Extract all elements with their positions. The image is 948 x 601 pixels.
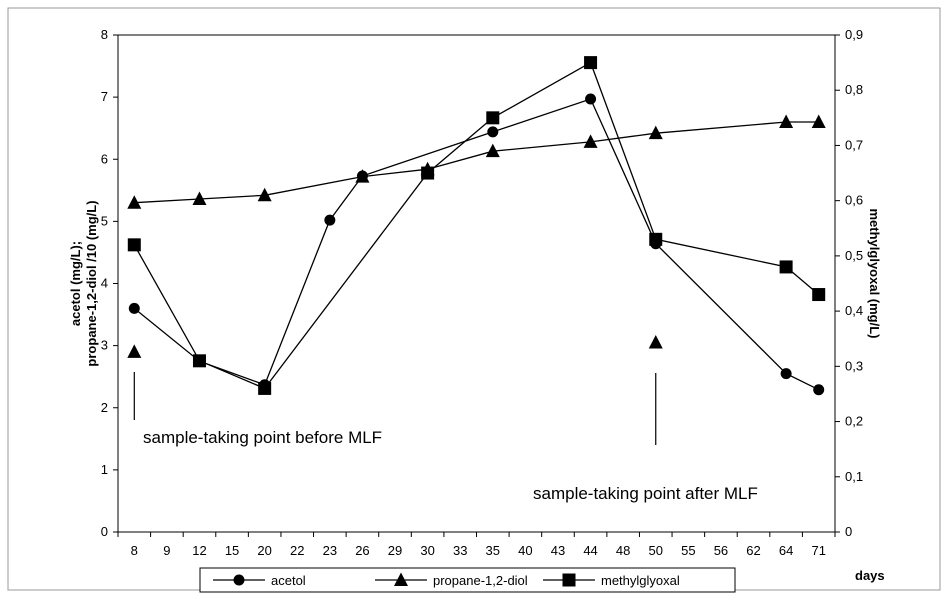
- legend-marker-propane-1-2-diol: [394, 572, 408, 586]
- x-tick-label: 43: [551, 543, 565, 558]
- y-right-tick-label: 0,2: [845, 414, 863, 429]
- legend-label-propane-1-2-diol: propane-1,2-diol: [433, 573, 528, 588]
- y-right-tick-label: 0,9: [845, 27, 863, 42]
- series-line-methylglyoxal: [133, 61, 820, 390]
- x-tick-label: 62: [746, 543, 760, 558]
- x-tick-label: 8: [131, 543, 138, 558]
- y-right-tick-label: 0: [845, 524, 852, 539]
- data-point-methylglyoxal: [584, 56, 598, 70]
- data-point-methylglyoxal: [486, 111, 500, 125]
- y-left-tick-label: 3: [101, 338, 108, 353]
- y-left-tick-label: 5: [101, 213, 108, 228]
- data-point-methylglyoxal: [649, 232, 663, 246]
- x-axis-title: days: [855, 568, 885, 583]
- y-left-tick-label: 8: [101, 27, 108, 42]
- y-right-tick-label: 0,6: [845, 193, 863, 208]
- x-tick-label: 50: [649, 543, 663, 558]
- x-tick-label: 12: [192, 543, 206, 558]
- y-left-tick-label: 0: [101, 524, 108, 539]
- series-line-acetol: [133, 98, 819, 391]
- data-point-methylglyoxal: [812, 288, 826, 302]
- data-point-acetol: [813, 384, 825, 396]
- series-markers-group: [127, 56, 826, 396]
- data-point-methylglyoxal: [192, 354, 206, 368]
- x-tick-label: 64: [779, 543, 793, 558]
- data-point-acetol: [780, 368, 792, 380]
- plot-area-frame: [117, 34, 836, 533]
- x-tick-label: 20: [257, 543, 271, 558]
- legend-box: [199, 567, 736, 593]
- x-tick-label: 35: [486, 543, 500, 558]
- legend-label-methylglyoxal: methylglyoxal: [601, 573, 680, 588]
- isolated-triangle-marker: [648, 335, 663, 349]
- data-point-propane-1-2-diol: [583, 134, 598, 148]
- legend-marker-methylglyoxal: [562, 573, 576, 587]
- y-left-tick-label: 2: [101, 400, 108, 415]
- y-right-tick-label: 0,8: [845, 82, 863, 97]
- y-right-tick-label: 0,1: [845, 469, 863, 484]
- x-tick-label: 26: [355, 543, 369, 558]
- data-point-propane-1-2-diol: [648, 125, 663, 140]
- data-point-propane-1-2-diol: [127, 195, 142, 209]
- x-tick-label: 29: [388, 543, 402, 558]
- x-tick-label: 71: [811, 543, 825, 558]
- data-point-acetol: [128, 302, 140, 314]
- data-point-propane-1-2-diol: [355, 169, 370, 183]
- x-tick-label: 40: [518, 543, 532, 558]
- data-point-propane-1-2-diol: [192, 191, 207, 206]
- annotation-text-before-mlf: sample-taking point before MLF: [143, 428, 382, 447]
- annotation-text-after-mlf: sample-taking point after MLF: [533, 484, 758, 503]
- x-tick-label: 55: [681, 543, 695, 558]
- x-tick-label: 22: [290, 543, 304, 558]
- data-point-methylglyoxal: [421, 166, 435, 180]
- x-tick-label: 56: [714, 543, 728, 558]
- y-left-axis-title-line2: propane-1,2-diol /10 (mg/L): [84, 200, 99, 366]
- data-point-propane-1-2-diol: [257, 187, 272, 202]
- legend-label-acetol: acetol: [271, 573, 306, 588]
- y-left-axis-title-line1: acetol (mg/L);: [68, 241, 83, 326]
- isolated-triangle-marker: [127, 344, 142, 358]
- data-point-propane-1-2-diol: [811, 114, 826, 128]
- x-tick-label: 9: [163, 543, 170, 558]
- data-point-propane-1-2-diol: [779, 114, 794, 128]
- y-left-tick-label: 1: [101, 462, 108, 477]
- legend-marker-acetol: [233, 574, 245, 586]
- annotations-group: sample-taking point before MLF sample-tak…: [133, 372, 758, 503]
- series-lines-group: [133, 61, 820, 391]
- x-tick-label: 23: [323, 543, 337, 558]
- data-point-acetol: [585, 93, 597, 105]
- y-right-tick-label: 0,5: [845, 248, 863, 263]
- data-point-propane-1-2-diol: [485, 143, 500, 158]
- x-tick-label: 44: [583, 543, 597, 558]
- y-left-tick-label: 6: [101, 151, 108, 166]
- x-tick-label: 30: [420, 543, 434, 558]
- data-point-acetol: [487, 126, 499, 138]
- chart-frame: [7, 7, 941, 591]
- y-right-axis-title: methylglyoxal (mg/L): [867, 208, 882, 338]
- y-left-tick-label: 4: [101, 276, 108, 291]
- y-right-tick-label: 0,4: [845, 303, 863, 318]
- x-tick-label: 48: [616, 543, 630, 558]
- data-point-acetol: [324, 214, 336, 226]
- data-point-methylglyoxal: [258, 381, 272, 395]
- x-tick-label: 33: [453, 543, 467, 558]
- x-tick-label: 15: [225, 543, 239, 558]
- legend: acetol propane-1,2-diol methylglyoxal: [199, 567, 736, 593]
- y-right-tick-label: 0,7: [845, 137, 863, 152]
- y-right-tick-label: 0,3: [845, 358, 863, 373]
- y-left-tick-label: 7: [101, 89, 108, 104]
- data-point-methylglyoxal: [779, 260, 793, 274]
- series-line-propane-1-2-diol: [134, 121, 819, 204]
- data-point-methylglyoxal: [127, 238, 141, 252]
